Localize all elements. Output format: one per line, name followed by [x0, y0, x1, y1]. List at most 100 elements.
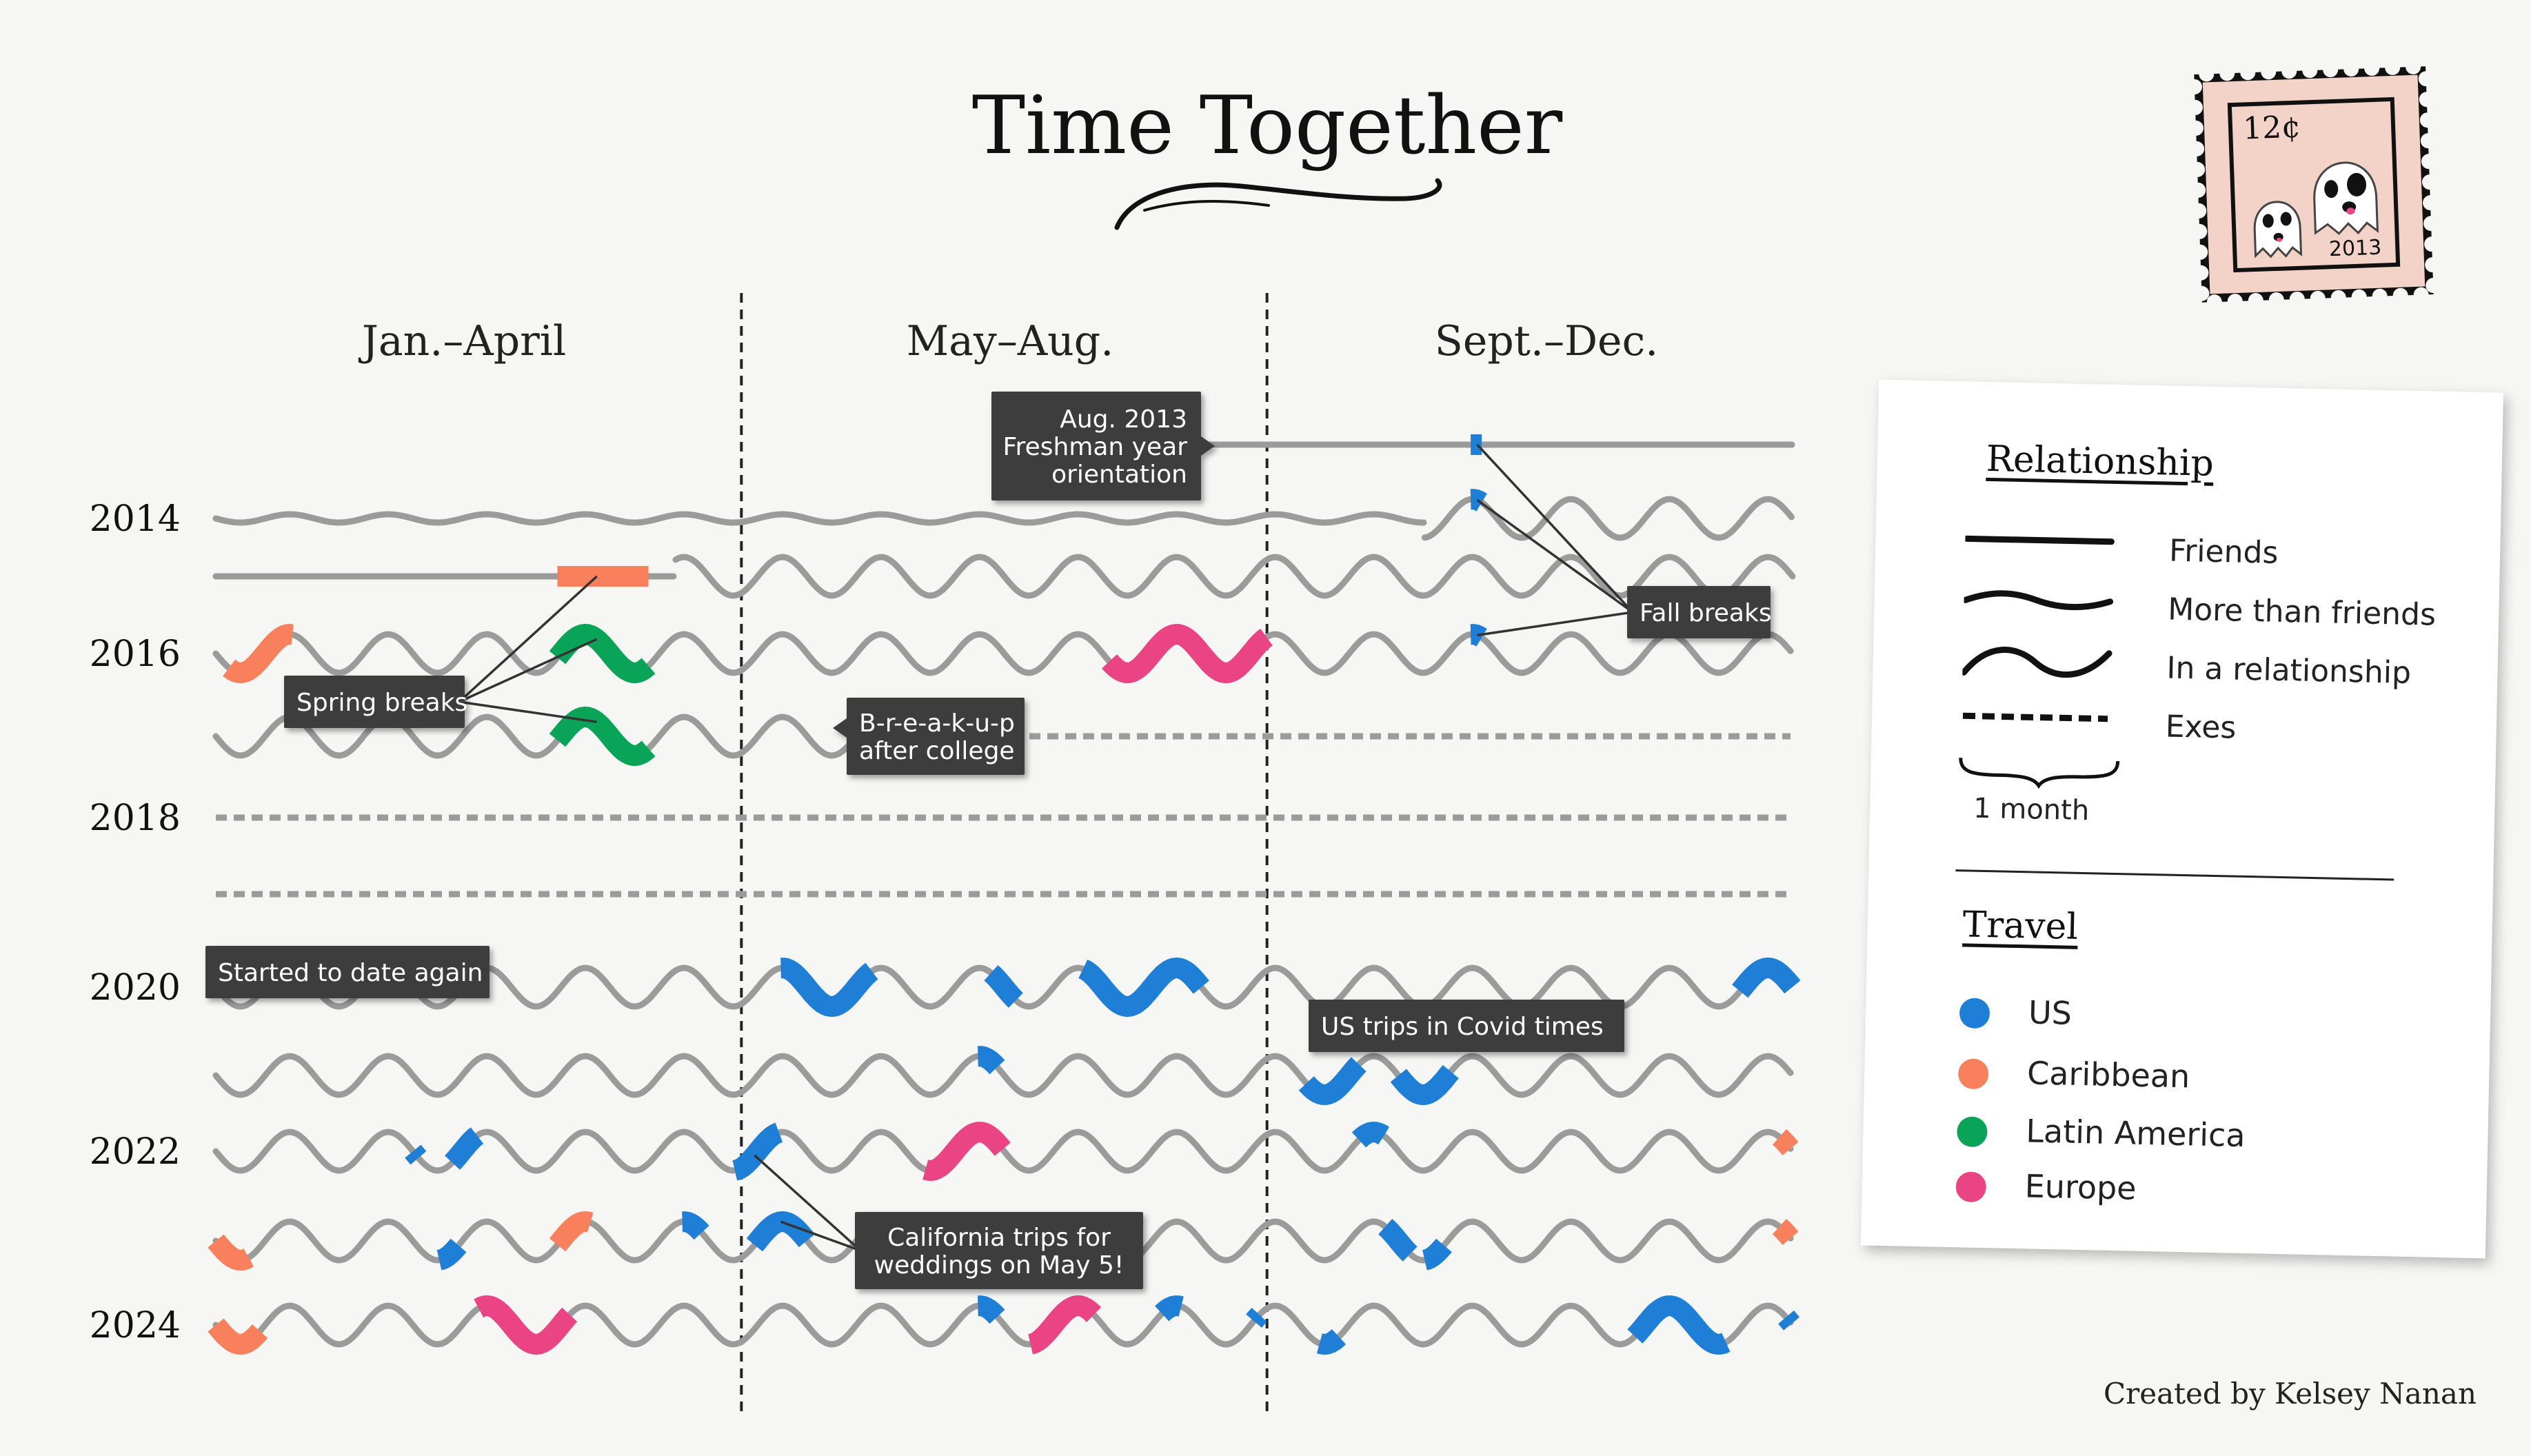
year-label: 2024: [90, 1305, 181, 1346]
legend-label: More than friends: [2167, 592, 2437, 633]
trip-caribbean: [208, 1234, 254, 1271]
column-label: Jan.–April: [358, 317, 566, 365]
annotation-leader: [458, 575, 598, 703]
legend-divider: [1955, 869, 2394, 881]
ghost-icon-small: [2253, 201, 2303, 259]
trip-us: [1246, 1308, 1267, 1328]
postage-stamp: 12¢ 2013: [2190, 62, 2438, 307]
legend-label: Europe: [2024, 1167, 2137, 1207]
annotation-box: [205, 946, 490, 998]
legend-item-europe: Europe: [1955, 1162, 2370, 1219]
annotation-text: California trips for: [887, 1224, 1111, 1252]
annotation-text: US trips in Covid times: [1321, 1013, 1604, 1041]
legend-item-friends: Friends: [1964, 519, 2531, 594]
annotation-text: Freshman year: [1002, 433, 1187, 461]
latin-america-dot-icon: [1956, 1116, 1988, 1148]
annotation-covid: US trips in Covid times: [1309, 1000, 1624, 1052]
annotation-leader: [1477, 611, 1633, 637]
annotation-leader: [754, 1154, 862, 1252]
trip-europe: [922, 1122, 1011, 1182]
trip-europe: [474, 1295, 578, 1355]
annotation-text: after college: [859, 737, 1015, 765]
annotation-text: Spring breaks: [296, 689, 467, 717]
trip-us: [436, 1238, 467, 1271]
trip-us: [405, 1144, 427, 1165]
trip-us: [1778, 1310, 1800, 1331]
trip-us: [1390, 1064, 1459, 1106]
legend-label: Exes: [2165, 709, 2237, 746]
exes-line-swatch: [1962, 712, 2108, 722]
trip-us: [445, 1127, 484, 1170]
trip-us: [682, 1211, 709, 1240]
trip-us: [978, 1295, 1005, 1324]
annotation-leader: [1476, 443, 1634, 614]
annotation-again: Started to date again: [205, 946, 490, 998]
annotation-text: Started to date again: [218, 959, 483, 987]
relationship-line-2015: [672, 554, 1796, 599]
trip-us: [1351, 1122, 1390, 1148]
in-a-relationship-line-swatch: [1962, 647, 2112, 678]
annotation-box: [1627, 586, 1771, 638]
stamp-year: 2013: [2328, 236, 2382, 262]
legend-travel-title: Travel: [1962, 904, 2079, 948]
friends-line-swatch: [1964, 535, 2115, 545]
year-label: 2020: [90, 967, 181, 1009]
trip-europe: [1028, 1295, 1102, 1355]
trip-us: [1316, 1328, 1347, 1355]
title-flourish: [1114, 178, 1442, 230]
title-flourish-inner: [1143, 200, 1270, 212]
relationship-line-2016: [212, 631, 1794, 676]
relationship-line-2017: [212, 714, 889, 759]
month-brace-icon: [1959, 758, 2120, 789]
legend-item-more-than-friends: More than friends: [1963, 578, 2531, 652]
trip-us: [1298, 1057, 1367, 1105]
legend-label: Caribbean: [2026, 1054, 2190, 1095]
stamp-price: 12¢: [2242, 110, 2301, 147]
annotation-spring: Spring breaks: [284, 676, 467, 728]
more-than-friends-line-swatch: [1963, 590, 2114, 611]
annotation-box: [991, 392, 1201, 501]
caribbean-dot-icon: [1957, 1058, 1989, 1090]
year-label: 2018: [90, 798, 181, 839]
trip-us: [984, 965, 1023, 1008]
legend-label: US: [2028, 993, 2073, 1032]
annotation-box: [855, 1212, 1143, 1289]
relationship-line-2024: [212, 1302, 1794, 1348]
trip-latin-america: [549, 623, 656, 684]
legend-label: Friends: [2168, 533, 2279, 571]
annotation-pointer: [833, 718, 847, 738]
trip-us: [978, 1046, 1005, 1075]
relationship-line-2014: [212, 511, 1427, 526]
annotation-text: Aug. 2013: [1060, 405, 1187, 434]
ghost-icon: [2313, 161, 2379, 235]
trip-us: [1155, 1295, 1184, 1322]
annotation-text: B-r-e-a-k-u-p: [859, 709, 1015, 738]
annotation-box: [284, 676, 465, 728]
annotation-text: orientation: [1051, 461, 1187, 489]
trip-latin-america: [549, 706, 656, 767]
trip-us: [780, 958, 878, 1017]
trip-us: [1470, 624, 1487, 647]
chart-title: Time Together: [972, 79, 1563, 172]
annotation-leader: [458, 700, 597, 723]
legend-item-caribbean: Caribbean: [1957, 1049, 2372, 1106]
credit-text: Created by Kelsey Nanan: [2104, 1377, 2477, 1410]
column-label: Sept.–Dec.: [1435, 317, 1659, 365]
annotation-leader: [458, 638, 598, 703]
relationship-line-2021: [212, 1053, 1794, 1098]
trip-caribbean: [1772, 1129, 1799, 1155]
trip-caribbean: [223, 623, 294, 684]
column-label: May–Aug.: [907, 317, 1114, 365]
legend-item-exes: Exes: [1961, 695, 2531, 769]
year-label: 2022: [90, 1131, 181, 1173]
annotation-fall: Fall breaks: [1627, 586, 1772, 638]
legend-item-in-a-relationship: In a relationship: [1962, 636, 2531, 711]
month-scale-label: 1 month: [1973, 792, 2090, 827]
annotation-text: weddings on May 5!: [874, 1251, 1125, 1280]
europe-dot-icon: [1955, 1171, 1987, 1203]
annotation-box: [1309, 1000, 1624, 1052]
trip-us: [1422, 1238, 1452, 1271]
